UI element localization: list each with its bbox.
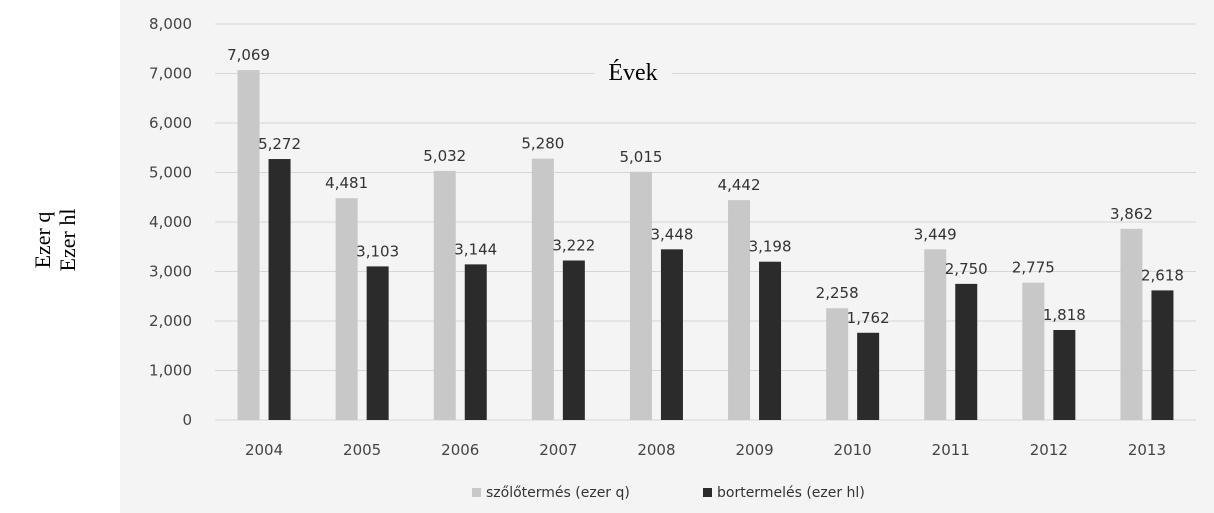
bar-bortermeles-2009 bbox=[759, 261, 782, 420]
bar-bortermeles-2006 bbox=[464, 264, 487, 420]
x-tick-label: 2010 bbox=[834, 441, 872, 459]
data-label: 3,448 bbox=[650, 225, 693, 243]
y-tick-label: 4,000 bbox=[149, 213, 192, 231]
data-label: 2,775 bbox=[1012, 259, 1055, 277]
data-label: 1,818 bbox=[1043, 306, 1086, 324]
bar-szolotermes-2004 bbox=[237, 70, 260, 420]
data-label: 2,258 bbox=[816, 284, 859, 302]
x-tick-label: 2004 bbox=[245, 441, 283, 459]
bar-szolotermes-2007 bbox=[531, 158, 554, 420]
x-tick-label: 2007 bbox=[539, 441, 577, 459]
data-label: 3,103 bbox=[356, 242, 399, 260]
y-tick-label: 5,000 bbox=[149, 164, 192, 182]
legend-swatch-szolotermes bbox=[472, 488, 481, 497]
legend-label-bortermeles: bortermelés (ezer hl) bbox=[717, 485, 865, 501]
data-label: 2,750 bbox=[945, 260, 988, 278]
data-label: 5,280 bbox=[521, 135, 564, 153]
data-label: 5,015 bbox=[619, 148, 662, 166]
x-tick-label: 2005 bbox=[343, 441, 381, 459]
data-label: 3,144 bbox=[454, 240, 497, 258]
bar-bortermeles-2008 bbox=[660, 249, 683, 420]
x-tick-label: 2012 bbox=[1030, 441, 1068, 459]
bar-szolotermes-2011 bbox=[924, 249, 947, 420]
data-label: 1,762 bbox=[847, 309, 890, 327]
bar-szolotermes-2008 bbox=[629, 171, 652, 420]
y-tick-label: 7,000 bbox=[149, 65, 192, 83]
x-axis-title: Évek bbox=[608, 60, 657, 86]
bar-szolotermes-2009 bbox=[728, 200, 751, 420]
data-label: 2,618 bbox=[1141, 266, 1184, 284]
bar-bortermeles-2007 bbox=[562, 260, 585, 420]
x-tick-label: 2011 bbox=[932, 441, 970, 459]
x-tick-label: 2013 bbox=[1128, 441, 1166, 459]
y-tick-label: 3,000 bbox=[149, 263, 192, 281]
data-label: 3,449 bbox=[914, 225, 957, 243]
x-tick-label: 2009 bbox=[735, 441, 773, 459]
data-label: 5,272 bbox=[258, 135, 301, 153]
bar-bortermeles-2010 bbox=[857, 332, 880, 420]
data-label: 4,442 bbox=[718, 176, 761, 194]
bar-szolotermes-2013 bbox=[1120, 228, 1143, 420]
bar-szolotermes-2005 bbox=[335, 198, 358, 420]
x-tick-label: 2008 bbox=[637, 441, 675, 459]
data-label: 3,222 bbox=[552, 237, 595, 255]
y-tick-label: 8,000 bbox=[149, 15, 192, 33]
bar-bortermeles-2011 bbox=[955, 283, 978, 420]
bar-bortermeles-2005 bbox=[366, 266, 389, 420]
bar-szolotermes-2010 bbox=[826, 308, 849, 420]
data-label: 7,069 bbox=[227, 46, 270, 64]
data-label: 3,862 bbox=[1110, 205, 1153, 223]
data-label: 5,032 bbox=[423, 147, 466, 165]
data-label: 3,198 bbox=[749, 238, 792, 256]
y-tick-label: 2,000 bbox=[149, 312, 192, 330]
x-axis-title-background bbox=[594, 56, 672, 90]
legend-label-szolotermes: szőlőtermés (ezer q) bbox=[486, 485, 630, 501]
legend-swatch-bortermeles bbox=[703, 488, 712, 497]
bar-szolotermes-2012 bbox=[1022, 282, 1045, 420]
y-tick-label: 1,000 bbox=[149, 362, 192, 380]
y-tick-label: 6,000 bbox=[149, 114, 192, 132]
bar-bortermeles-2012 bbox=[1053, 330, 1076, 420]
y-tick-label: 0 bbox=[182, 411, 192, 429]
bar-szolotermes-2006 bbox=[433, 170, 456, 420]
x-tick-label: 2006 bbox=[441, 441, 479, 459]
data-label: 4,481 bbox=[325, 174, 368, 192]
bar-bortermeles-2013 bbox=[1151, 290, 1174, 420]
bar-bortermeles-2004 bbox=[268, 159, 291, 420]
